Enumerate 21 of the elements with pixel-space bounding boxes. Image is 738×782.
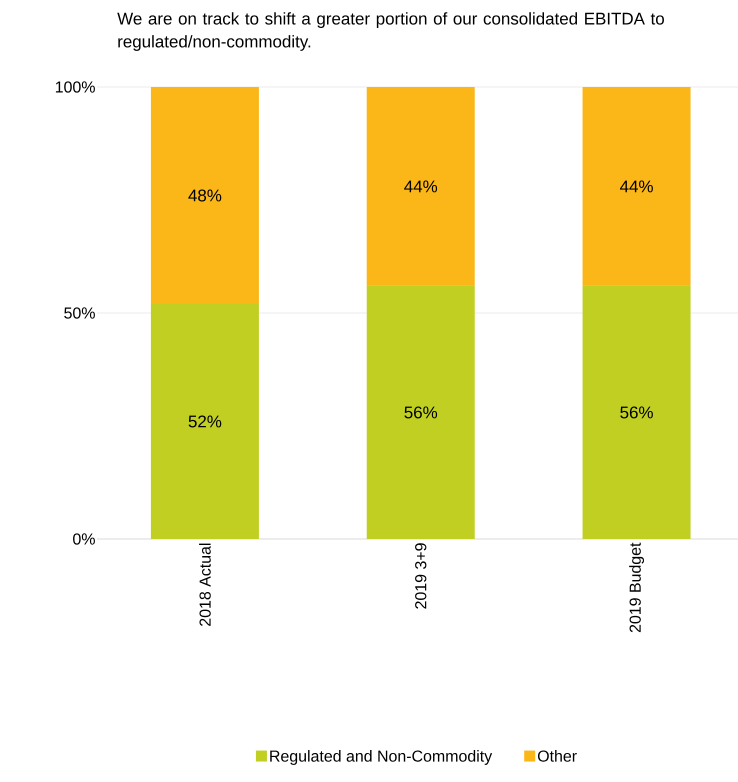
legend-label: Other: [538, 750, 577, 762]
chart-title: We are on track to shift a greater portion of our consolidated EBITDA to regulated/non-commodity.: [117, 12, 664, 51]
x-tick-label: 2018 Actual: [198, 544, 211, 626]
y-tick-label: 100%: [56, 81, 95, 93]
data-label: 44%: [620, 180, 653, 192]
data-label: 48%: [188, 189, 222, 202]
data-label: 44%: [404, 180, 437, 192]
y-tick-label: 0%: [72, 533, 95, 545]
x-tick-label: 2019 3+9: [415, 543, 426, 609]
bar: [150, 86, 259, 304]
data-label: 52%: [188, 415, 222, 428]
y-tick-label: 50%: [64, 307, 95, 319]
bar: [366, 286, 475, 539]
bar: [582, 86, 690, 286]
data-label: 56%: [404, 406, 437, 418]
bar: [582, 286, 690, 539]
data-label: 56%: [620, 406, 653, 418]
bar: [366, 86, 475, 286]
bar: [150, 304, 259, 539]
x-tick-label: 2019 Budget: [629, 542, 644, 632]
legend-label: Regulated and Non-Commodity: [270, 750, 492, 765]
